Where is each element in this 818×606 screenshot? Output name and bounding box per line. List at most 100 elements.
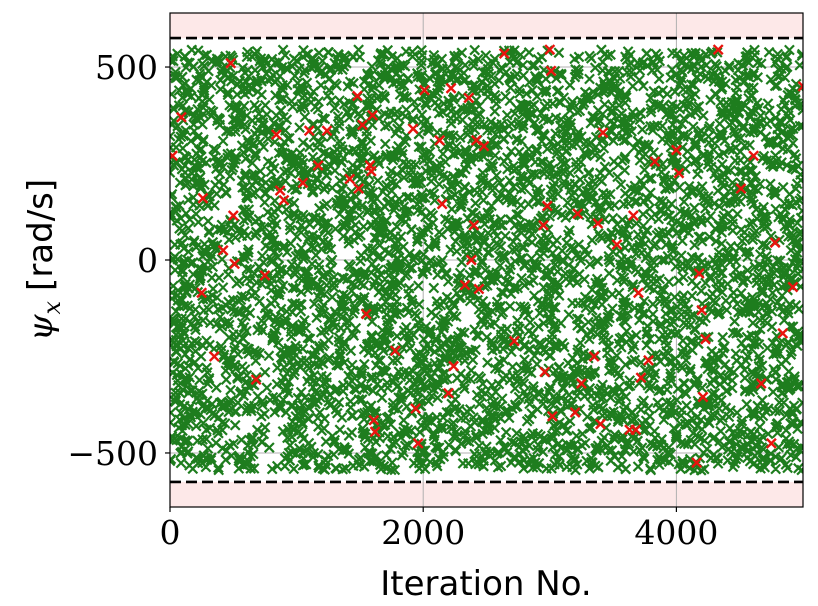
scatter-point-red xyxy=(360,308,372,320)
scatter-point-red xyxy=(538,219,549,231)
scatter-point-red xyxy=(250,374,262,386)
scatter-point-red xyxy=(407,123,419,135)
scatter-point-red xyxy=(748,150,760,162)
scatter-point-red xyxy=(643,354,654,366)
scatter-point-red xyxy=(508,335,520,347)
scatter-point-red xyxy=(470,134,482,146)
scatter-point-red xyxy=(170,150,178,162)
scatter-point-red xyxy=(592,217,604,229)
scatter-point-red xyxy=(175,111,187,123)
scatter-point-green xyxy=(170,44,803,476)
scatter-point-red xyxy=(696,304,708,316)
scatter-series-red xyxy=(170,44,803,469)
scatter-point-red xyxy=(208,351,220,362)
scatter-point-red xyxy=(443,387,454,399)
scatter-point-red xyxy=(217,244,229,256)
y-axis-symbol: ψ xyxy=(21,314,61,341)
scatter-point-red xyxy=(777,327,789,339)
scatter-point-red xyxy=(419,84,430,96)
scatter-point-red xyxy=(594,418,606,430)
scatter-point-red xyxy=(410,403,422,415)
scatter-point-red xyxy=(632,287,644,299)
scatter-point-red xyxy=(478,140,490,152)
scatter-point-red xyxy=(576,378,587,389)
scatter-point-red xyxy=(693,268,705,279)
scatter-point-red xyxy=(229,258,241,270)
scatter-point-red xyxy=(635,372,647,384)
scatter-point-red xyxy=(365,165,377,177)
scatter-point-red xyxy=(541,200,553,212)
scatter-point-red xyxy=(368,414,380,426)
scatter-point-red xyxy=(649,156,661,168)
scatter-point-red xyxy=(473,283,485,295)
scatter-point-red xyxy=(697,391,709,403)
scatter-point-red xyxy=(196,287,208,299)
scatter-point-red xyxy=(367,109,379,121)
scatter-point-red xyxy=(351,90,363,102)
y-axis-subscript: x xyxy=(38,300,66,314)
scatter-point-red xyxy=(197,192,209,204)
y-axis-label: ψx [rad/s] xyxy=(21,179,66,341)
scatter-point-red xyxy=(673,167,685,179)
scatter-point-red xyxy=(356,119,368,131)
scatter-point-red xyxy=(691,457,703,469)
scatter-point-red xyxy=(227,210,239,222)
scatter-point-red xyxy=(297,177,309,189)
scatter-point-red xyxy=(597,127,609,139)
bound-shading xyxy=(170,13,803,507)
scatter-point-red xyxy=(274,185,286,196)
scatter-point-red xyxy=(389,345,401,357)
bound-lines xyxy=(170,36,803,484)
scatter-point-red xyxy=(769,237,781,249)
x-tick-label: 2000 xyxy=(381,513,465,552)
scatter-point-red xyxy=(465,254,477,266)
upper-shade xyxy=(170,13,803,39)
scatter-point-red xyxy=(611,239,623,251)
scatter-point-red xyxy=(712,44,724,56)
scatter-point-red xyxy=(459,279,471,291)
scatter-point-red xyxy=(445,82,457,94)
scatter-point-red xyxy=(546,410,558,422)
x-axis-label: Iteration No. xyxy=(380,564,591,604)
scatter-point-red xyxy=(434,134,446,146)
scatter-point-red xyxy=(369,426,381,438)
scatter-point-red xyxy=(797,80,803,92)
scatter-point-red xyxy=(498,48,510,59)
scatter-point-red xyxy=(468,219,480,231)
x-tick-label: 0 xyxy=(160,513,181,552)
scatter-point-red xyxy=(735,183,747,195)
scatter-point-red xyxy=(463,92,475,104)
scatter-point-red xyxy=(436,198,448,210)
scatter-point-red xyxy=(630,424,642,436)
scatter-point-red xyxy=(259,269,271,281)
scatter-series-green xyxy=(170,44,803,476)
scatter-point-red xyxy=(270,129,282,141)
y-tick-label: 0 xyxy=(137,241,158,280)
scatter-point-red xyxy=(344,173,356,185)
scatter-point-red xyxy=(787,281,799,293)
scatter-point-red xyxy=(700,333,711,345)
scatter-point-red xyxy=(588,351,600,362)
y-tick-label: −500 xyxy=(67,434,158,473)
scatter-point-red xyxy=(278,194,290,206)
scatter-point-red xyxy=(539,366,551,378)
svg-text:ψx[rad/s]: ψx [rad/s] xyxy=(21,179,66,341)
scatter-point-red xyxy=(321,125,333,137)
scatter-point-red xyxy=(755,378,767,389)
x-axis-ticks: 0 2000 4000 xyxy=(160,507,718,552)
lower-shade xyxy=(170,481,803,507)
y-axis-ticks: −500 0 500 xyxy=(67,48,170,473)
scatter-point-red xyxy=(572,208,584,220)
scatter-point-red xyxy=(765,437,777,449)
scatter-point-red xyxy=(569,406,581,418)
y-axis-unit: [rad/s] xyxy=(21,179,61,291)
scatter-point-red xyxy=(353,183,365,195)
scatter-point-red xyxy=(545,65,557,77)
scatter-point-red xyxy=(412,437,424,449)
scatter-point-red xyxy=(448,360,460,372)
scatter-point-red xyxy=(225,57,237,69)
x-tick-label: 4000 xyxy=(634,513,718,552)
scatter-point-red xyxy=(312,159,324,171)
scatter-point-red xyxy=(303,125,315,137)
